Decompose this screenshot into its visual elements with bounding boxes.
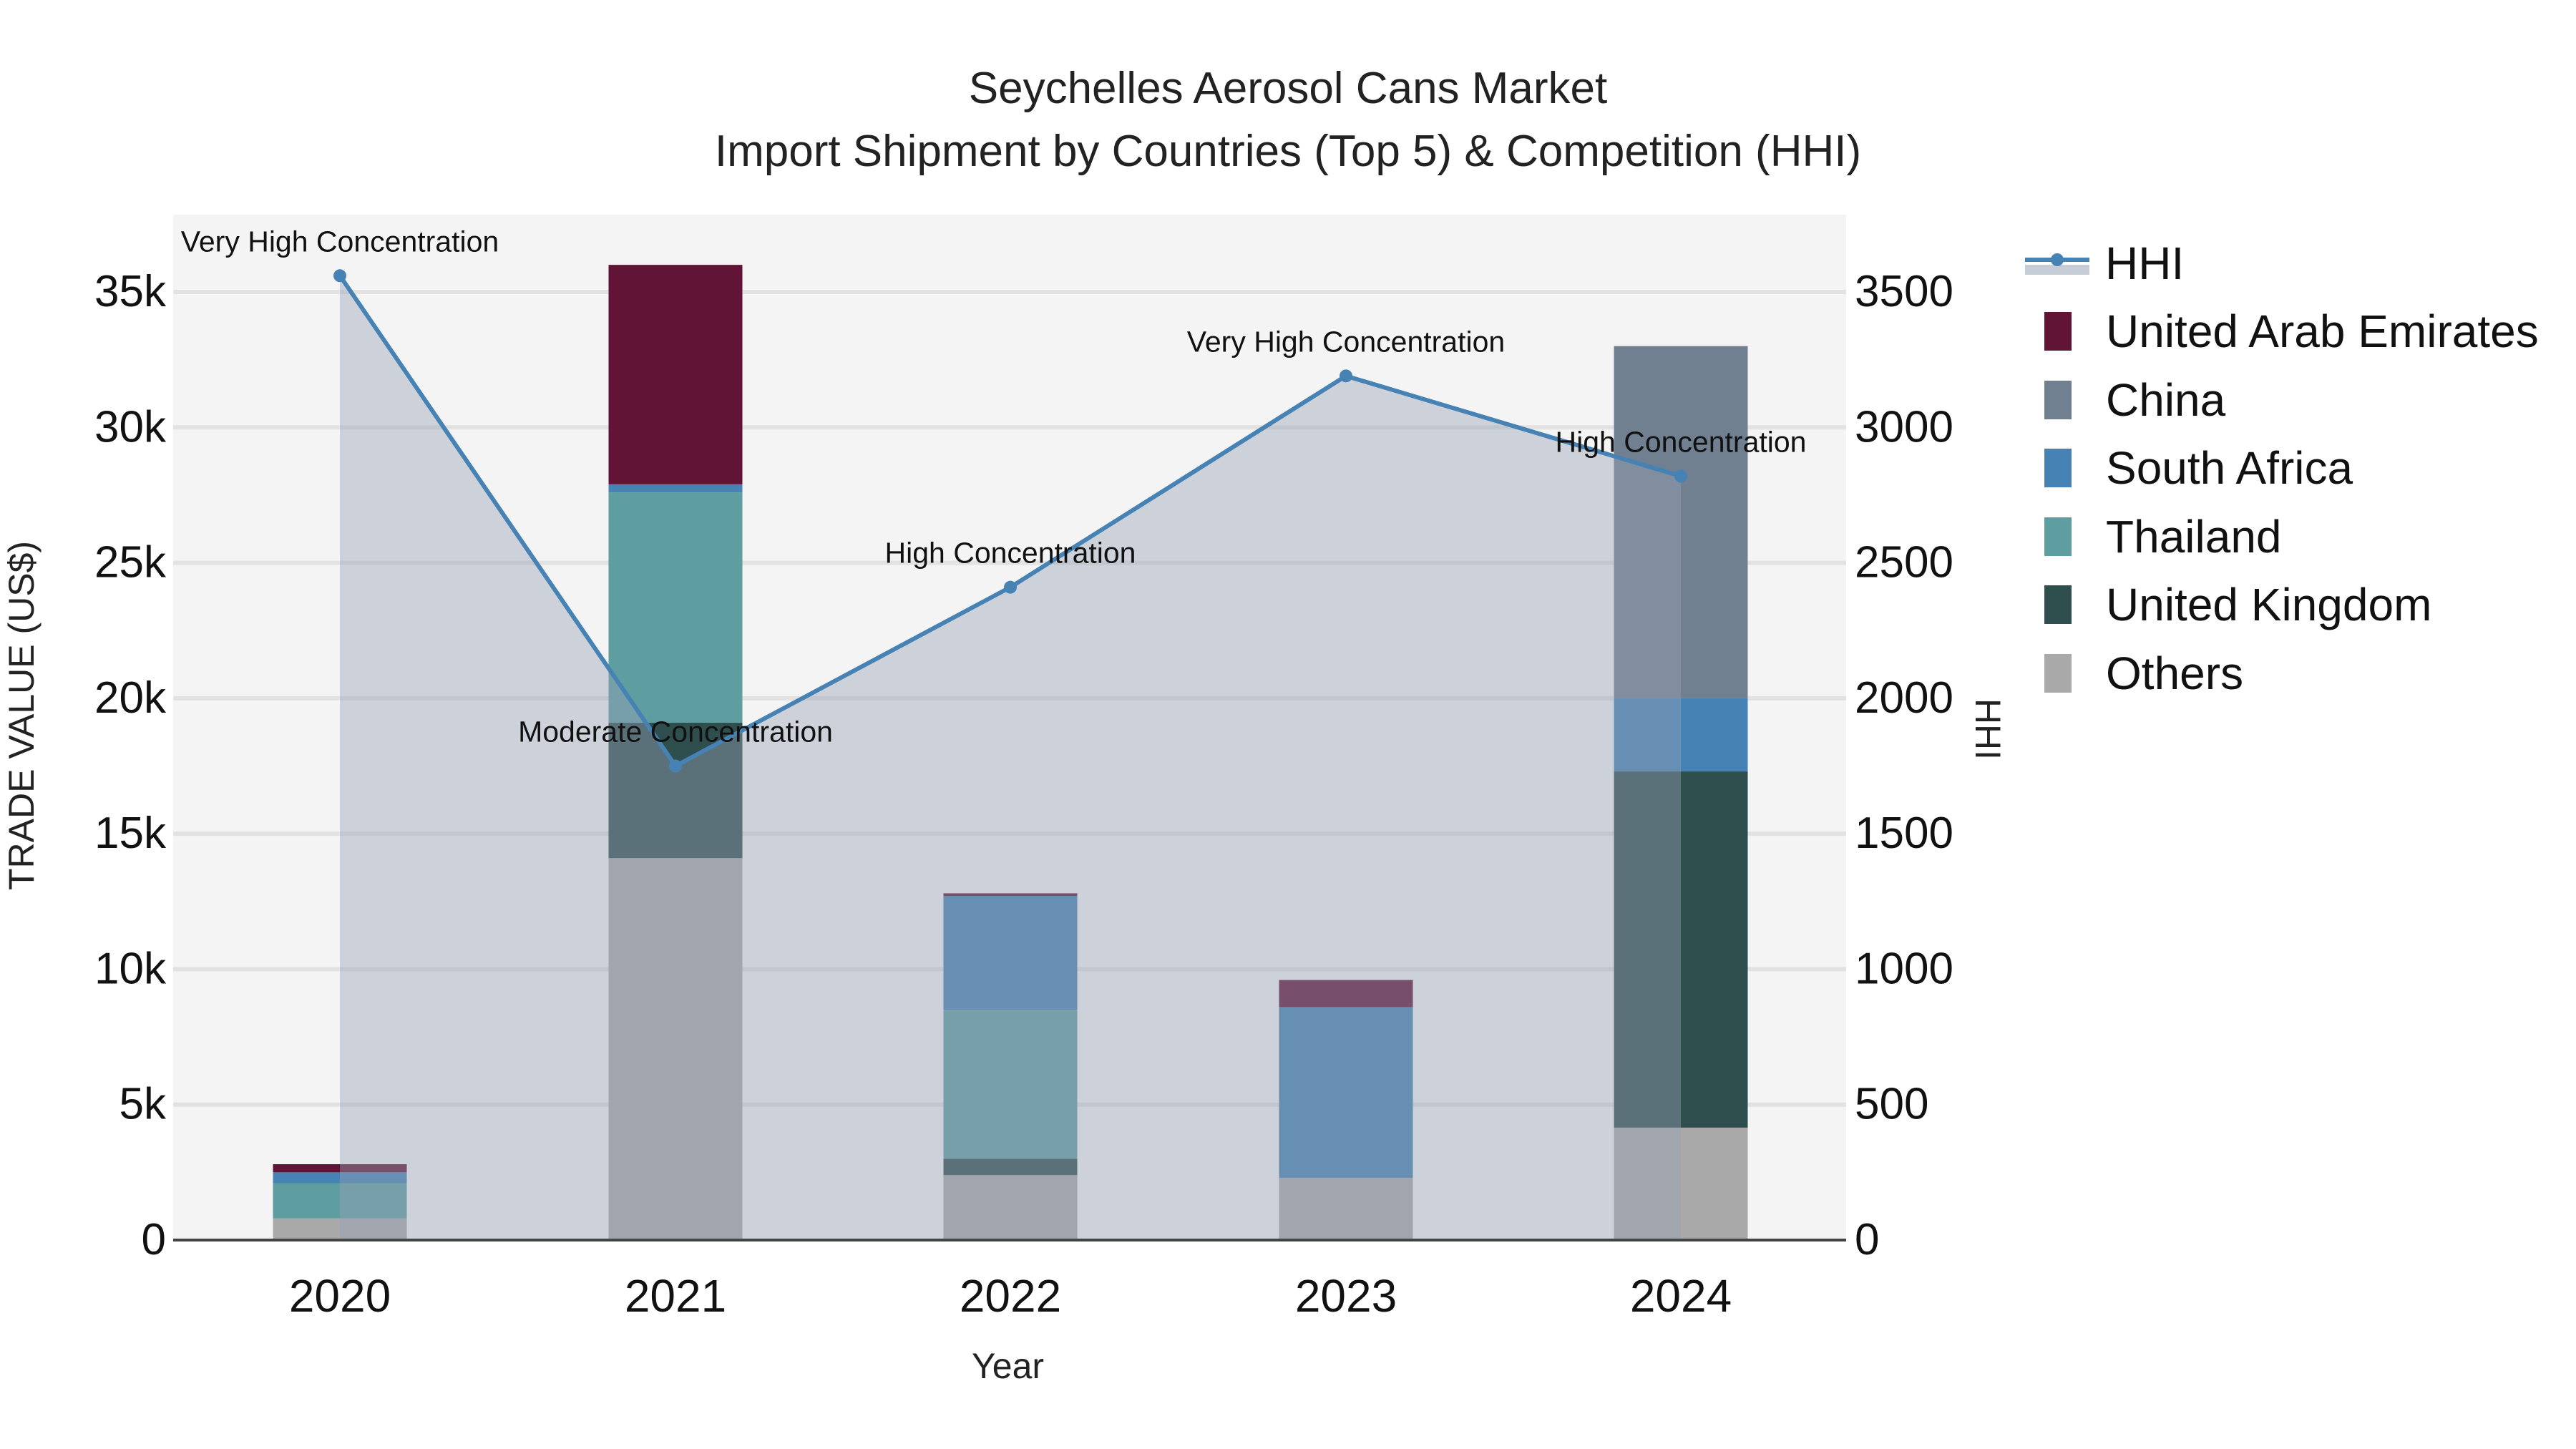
bar-segment[interactable] xyxy=(608,858,743,1240)
square-swatch-icon xyxy=(2044,653,2072,693)
y-left-tick-label: 15k xyxy=(94,809,167,858)
legend-label: Others xyxy=(2106,647,2244,699)
hhi-point[interactable] xyxy=(1340,369,1352,383)
x-tick-label: 2023 xyxy=(1295,1270,1397,1322)
bar-segment[interactable] xyxy=(1614,771,1748,1128)
y-left-tick-label: 10k xyxy=(94,944,167,993)
chart-title-line-2: Import Shipment by Countries (Top 5) & C… xyxy=(714,127,1862,176)
y-right-tick-label: 3500 xyxy=(1855,267,1953,316)
square-swatch-icon xyxy=(2044,312,2072,351)
legend-item-united-kingdom[interactable]: United Kingdom xyxy=(2025,571,2539,640)
square-swatch-icon xyxy=(2044,517,2072,556)
square-swatch-icon xyxy=(2044,585,2072,625)
y-left-tick-label: 20k xyxy=(94,673,167,723)
bar-segment[interactable] xyxy=(608,492,743,723)
bar-segment[interactable] xyxy=(1279,980,1413,1008)
x-axis-title: Year xyxy=(972,1346,1045,1386)
legend-item-uae[interactable]: United Arab Emirates xyxy=(2025,298,2539,366)
bar-segment[interactable] xyxy=(608,265,743,484)
line-marker-icon xyxy=(2025,249,2089,278)
legend-item-china[interactable]: China xyxy=(2025,366,2539,434)
y-left-tick-label: 35k xyxy=(94,267,167,316)
hhi-annotation: Moderate Concentration xyxy=(518,716,833,748)
y-right-tick-label: 3000 xyxy=(1855,402,1953,452)
x-tick-label: 2020 xyxy=(289,1270,391,1322)
hhi-point[interactable] xyxy=(333,269,346,283)
bar-segment[interactable] xyxy=(943,893,1078,897)
bar-segment[interactable] xyxy=(943,896,1078,1010)
bar-segment[interactable] xyxy=(608,722,743,859)
legend-label: United Arab Emirates xyxy=(2106,306,2539,358)
bar-segment[interactable] xyxy=(943,1010,1078,1159)
y-left-tick-label: 25k xyxy=(94,538,167,587)
hhi-annotation: Very High Concentration xyxy=(1187,325,1505,358)
legend-item-thailand[interactable]: Thailand xyxy=(2025,502,2539,571)
bar-segment[interactable] xyxy=(1279,1007,1413,1178)
y-right-tick-label: 2000 xyxy=(1855,673,1953,723)
legend-label: United Kingdom xyxy=(2106,579,2432,631)
legend-label: South Africa xyxy=(2106,442,2353,494)
bar-segment[interactable] xyxy=(943,1175,1078,1240)
y-left-tick-label: 0 xyxy=(142,1215,166,1264)
hhi-area xyxy=(340,275,1681,1241)
square-swatch-icon xyxy=(2044,449,2072,488)
bar-segment[interactable] xyxy=(1614,698,1748,772)
y-right-tick-label: 500 xyxy=(1855,1080,1928,1129)
y-axis-left-title: TRADE VALUE (US$) xyxy=(1,540,42,890)
hhi-point[interactable] xyxy=(1674,469,1687,483)
legend-item-hhi[interactable]: HHI xyxy=(2025,229,2539,298)
hhi-point[interactable] xyxy=(669,759,682,773)
bar-segment[interactable] xyxy=(273,1164,407,1173)
y-right-tick-label: 1000 xyxy=(1855,944,1953,993)
bar-segment[interactable] xyxy=(1614,346,1748,698)
legend-item-south-africa[interactable]: South Africa xyxy=(2025,434,2539,503)
x-tick-label: 2024 xyxy=(1630,1270,1732,1322)
y-left-tick-label: 5k xyxy=(119,1080,167,1129)
legend-item-others[interactable]: Others xyxy=(2025,639,2539,708)
bar-segment[interactable] xyxy=(273,1183,407,1219)
hhi-annotation: High Concentration xyxy=(1556,425,1807,458)
bar-segment[interactable] xyxy=(943,1158,1078,1176)
hhi-point[interactable] xyxy=(1004,580,1017,594)
bar-segment[interactable] xyxy=(1279,1177,1413,1240)
y-right-tick-label: 1500 xyxy=(1855,809,1953,858)
legend-label: HHI xyxy=(2105,237,2185,289)
legend-label: China xyxy=(2106,374,2226,426)
hhi-annotation: High Concentration xyxy=(885,537,1136,570)
hhi-annotation: Very High Concentration xyxy=(181,225,499,258)
legend: HHI United Arab Emirates China South Afr… xyxy=(2025,229,2539,708)
bar-segment[interactable] xyxy=(273,1218,407,1240)
x-tick-label: 2021 xyxy=(625,1270,726,1322)
x-tick-label: 2022 xyxy=(960,1270,1061,1322)
square-swatch-icon xyxy=(2044,380,2072,419)
y-right-tick-label: 0 xyxy=(1855,1215,1879,1264)
y-left-tick-label: 30k xyxy=(94,402,167,452)
bar-segment[interactable] xyxy=(608,484,743,493)
legend-label: Thailand xyxy=(2106,510,2282,562)
bar-segment[interactable] xyxy=(1614,1127,1748,1240)
chart-title-line-1: Seychelles Aerosol Cans Market xyxy=(968,64,1608,113)
bar-segment[interactable] xyxy=(273,1172,407,1184)
y-axis-right-title: HHI xyxy=(1968,698,2009,761)
y-right-tick-label: 2500 xyxy=(1855,538,1953,587)
